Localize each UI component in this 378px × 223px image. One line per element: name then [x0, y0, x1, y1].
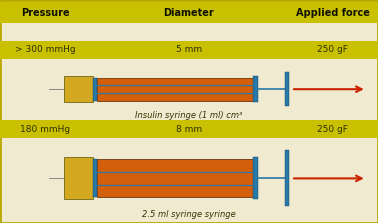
Bar — [93, 159, 97, 198]
Bar — [285, 72, 289, 106]
Text: 250 gF: 250 gF — [317, 45, 348, 54]
Bar — [253, 76, 258, 102]
Bar — [0, 41, 378, 59]
Text: Diameter: Diameter — [164, 8, 214, 18]
Bar — [93, 78, 97, 101]
Bar — [64, 157, 93, 199]
Text: 2.5 ml syringe syringe: 2.5 ml syringe syringe — [142, 210, 236, 219]
Bar — [64, 76, 93, 102]
Bar — [285, 150, 289, 206]
Bar — [97, 159, 253, 198]
Text: 180 mmHg: 180 mmHg — [20, 125, 70, 134]
Text: Applied force: Applied force — [296, 8, 370, 18]
Text: 250 gF: 250 gF — [317, 125, 348, 134]
Text: Pressure: Pressure — [21, 8, 70, 18]
Text: 5 mm: 5 mm — [176, 45, 202, 54]
Bar — [253, 157, 258, 199]
Bar — [0, 2, 378, 23]
Bar — [97, 78, 253, 101]
Text: Insulin syringe (1 ml) cm³: Insulin syringe (1 ml) cm³ — [135, 112, 243, 120]
Text: > 300 mmHg: > 300 mmHg — [15, 45, 76, 54]
Text: 8 mm: 8 mm — [176, 125, 202, 134]
Bar — [0, 120, 378, 138]
